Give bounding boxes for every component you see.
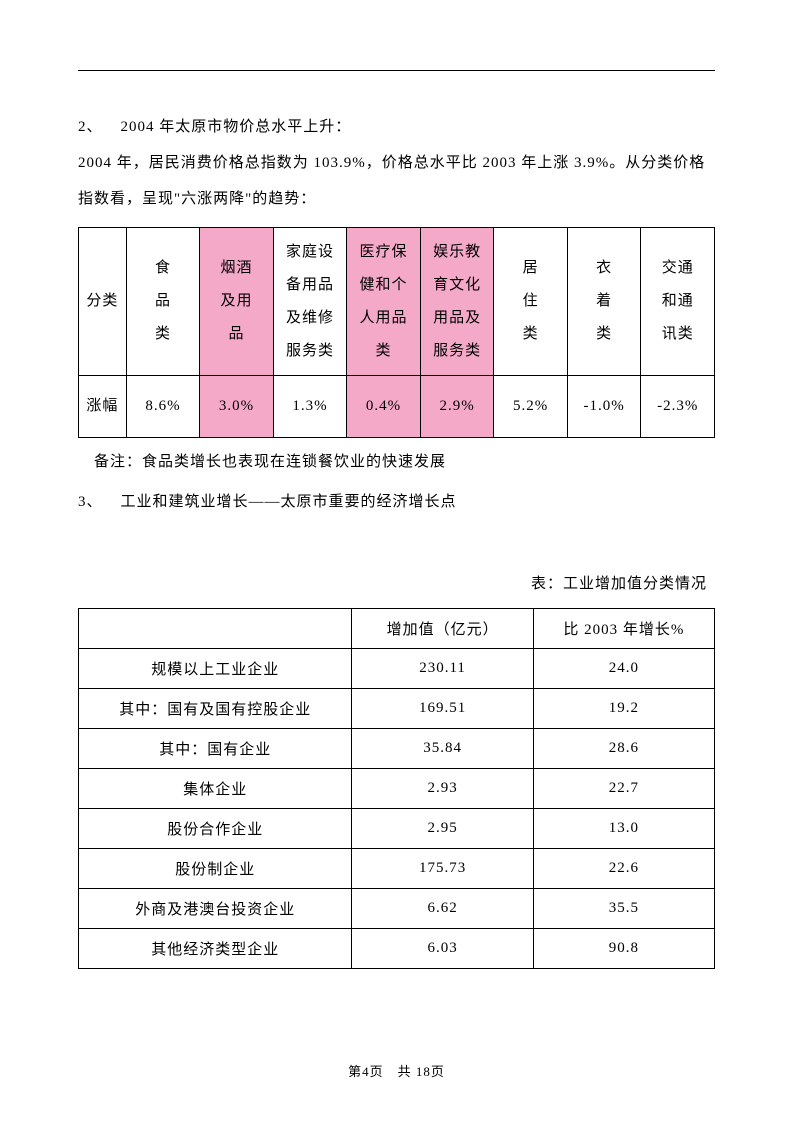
category-header-text: 烟酒及用品: [202, 252, 271, 351]
table2-header-cell: 比 2003 年增长%: [533, 609, 714, 649]
footer-mid: 页 共: [370, 1064, 416, 1079]
change-value-cell: -2.3%: [641, 376, 715, 438]
page-footer: 第4页 共 18页: [0, 1061, 793, 1080]
table-row: 外商及港澳台投资企业6.6235.5: [79, 889, 715, 929]
table2-cell: 6.03: [352, 929, 533, 969]
footer-suffix: 页: [431, 1064, 445, 1079]
section-2-heading: 2、 2004 年太原市物价总水平上升：: [78, 109, 715, 145]
category-header-text: 食品类: [129, 252, 198, 351]
table2-cell: 28.6: [533, 729, 714, 769]
table-row: 股份制企业175.7322.6: [79, 849, 715, 889]
table2-cell: 股份制企业: [79, 849, 352, 889]
table-row: 集体企业2.9322.7: [79, 769, 715, 809]
table2-cell: 22.6: [533, 849, 714, 889]
category-header-cell: 家庭设备用品及维修服务类: [273, 228, 347, 376]
category-header-text: 娱乐教育文化用品及服务类: [423, 236, 492, 368]
category-header-text: 居住类: [496, 252, 565, 351]
category-header-cell: 医疗保健和个人用品类: [347, 228, 421, 376]
table2-cell: 2.95: [352, 809, 533, 849]
category-header-text: 交通和通讯类: [643, 252, 712, 351]
section-2-title: 2004 年太原市物价总水平上升：: [121, 119, 352, 135]
industrial-value-table: 增加值（亿元）比 2003 年增长% 规模以上工业企业230.1124.0其中：…: [78, 608, 715, 969]
footer-prefix: 第: [348, 1064, 362, 1079]
category-header-text: 医疗保健和个人用品类: [349, 236, 418, 368]
table2-cell: 35.84: [352, 729, 533, 769]
section-2-number: 2、: [78, 109, 103, 145]
table2-cell: 集体企业: [79, 769, 352, 809]
change-label: 涨幅: [79, 390, 126, 423]
table2-header-cell: [79, 609, 352, 649]
table2-cell: 其他经济类型企业: [79, 929, 352, 969]
table2-cell: 19.2: [533, 689, 714, 729]
change-value-cell: 0.4%: [347, 376, 421, 438]
table2-cell: 外商及港澳台投资企业: [79, 889, 352, 929]
section-3-number: 3、: [78, 484, 103, 520]
footer-total: 18: [416, 1064, 431, 1079]
category-header-cell: 食品类: [126, 228, 200, 376]
table-row: 其中：国有企业35.8428.6: [79, 729, 715, 769]
table1-note: 备注：食品类增长也表现在连锁餐饮业的快速发展: [94, 444, 715, 480]
table2-cell: 230.11: [352, 649, 533, 689]
price-index-table: 分类 食品类烟酒及用品家庭设备用品及维修服务类医疗保健和个人用品类娱乐教育文化用…: [78, 227, 715, 438]
table2-cell: 169.51: [352, 689, 533, 729]
table2-caption: 表：工业增加值分类情况: [78, 566, 715, 602]
section-3-heading: 3、 工业和建筑业增长——太原市重要的经济增长点: [78, 484, 715, 520]
table2-header-cell: 增加值（亿元）: [352, 609, 533, 649]
section-3-title: 工业和建筑业增长——太原市重要的经济增长点: [121, 494, 457, 510]
category-header-cell: 烟酒及用品: [200, 228, 274, 376]
category-header-cell: 交通和通讯类: [641, 228, 715, 376]
change-value-cell: 8.6%: [126, 376, 200, 438]
table-row: 其中：国有及国有控股企业169.5119.2: [79, 689, 715, 729]
table-row: 股份合作企业2.9513.0: [79, 809, 715, 849]
table2-cell: 175.73: [352, 849, 533, 889]
change-value-cell: 5.2%: [494, 376, 568, 438]
category-header-cell: 衣着类: [567, 228, 641, 376]
change-value-cell: 3.0%: [200, 376, 274, 438]
header-rule: [78, 70, 715, 71]
table2-cell: 22.7: [533, 769, 714, 809]
table2-cell: 13.0: [533, 809, 714, 849]
table2-cell: 2.93: [352, 769, 533, 809]
category-header-cell: 居住类: [494, 228, 568, 376]
table2-cell: 其中：国有企业: [79, 729, 352, 769]
table2-cell: 规模以上工业企业: [79, 649, 352, 689]
table-row: 规模以上工业企业230.1124.0: [79, 649, 715, 689]
change-value-cell: -1.0%: [567, 376, 641, 438]
table2-cell: 24.0: [533, 649, 714, 689]
footer-current: 4: [362, 1064, 370, 1079]
category-header-text: 家庭设备用品及维修服务类: [276, 236, 345, 368]
section-2-paragraph: 2004 年，居民消费价格总指数为 103.9%，价格总水平比 2003 年上涨…: [78, 145, 715, 217]
category-header-cell: 娱乐教育文化用品及服务类: [420, 228, 494, 376]
change-value-cell: 1.3%: [273, 376, 347, 438]
category-header-text: 衣着类: [570, 252, 639, 351]
table-row: 其他经济类型企业6.0390.8: [79, 929, 715, 969]
table2-cell: 股份合作企业: [79, 809, 352, 849]
table2-cell: 35.5: [533, 889, 714, 929]
change-value-cell: 2.9%: [420, 376, 494, 438]
table2-cell: 其中：国有及国有控股企业: [79, 689, 352, 729]
table2-cell: 6.62: [352, 889, 533, 929]
category-label: 分类: [81, 285, 124, 318]
table2-cell: 90.8: [533, 929, 714, 969]
